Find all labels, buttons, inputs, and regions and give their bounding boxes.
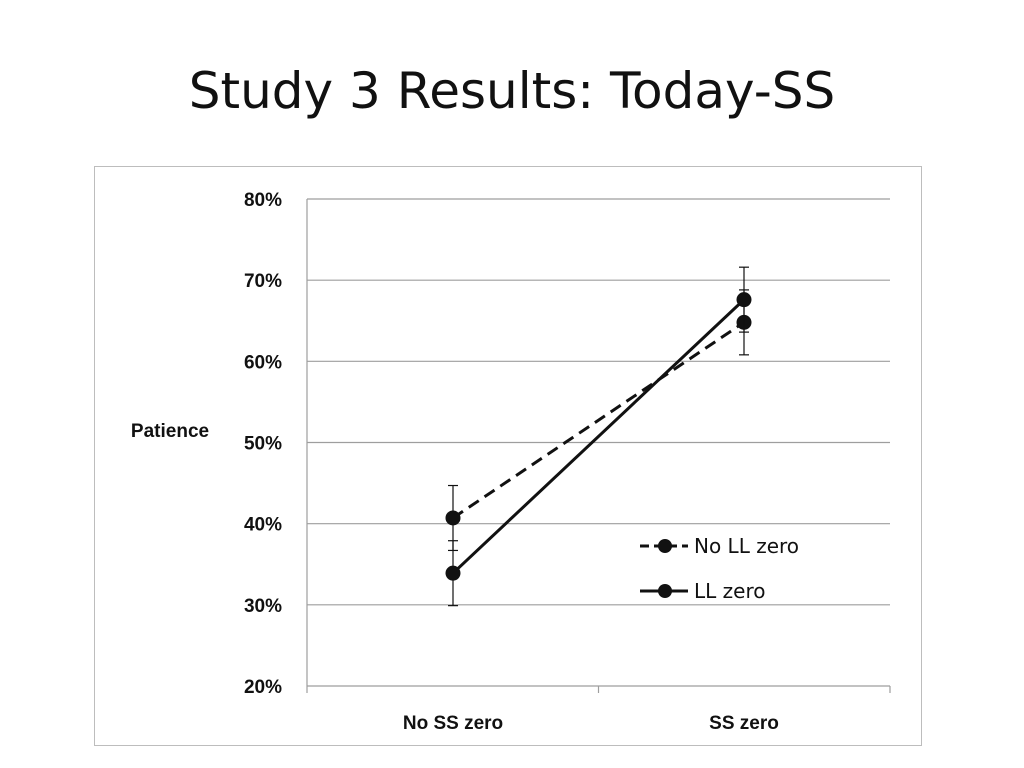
chart-frame [94, 166, 922, 746]
slide-title: Study 3 Results: Today-SS [188, 62, 836, 120]
series-line [452, 321, 745, 520]
y-tick-label: 80% [244, 190, 282, 211]
legend-marker [658, 584, 672, 598]
legend-marker [658, 539, 672, 553]
x-tick-label: No SS zero [403, 713, 503, 734]
y-tick-label: 30% [244, 596, 282, 617]
data-point [445, 510, 461, 526]
x-tick-label: SS zero [709, 713, 779, 734]
data-point [445, 565, 461, 581]
data-point [736, 292, 752, 308]
y-tick-label: 60% [244, 352, 282, 373]
y-axis-title: Patience [131, 421, 209, 442]
legend-label: No LL zero [694, 534, 799, 558]
y-tick-label: 40% [244, 515, 282, 536]
y-tick-label: 70% [244, 271, 282, 292]
y-tick-label: 50% [244, 434, 282, 455]
y-tick-label: 20% [244, 677, 282, 698]
legend-label: LL zero [694, 579, 765, 603]
series-line [451, 298, 746, 575]
